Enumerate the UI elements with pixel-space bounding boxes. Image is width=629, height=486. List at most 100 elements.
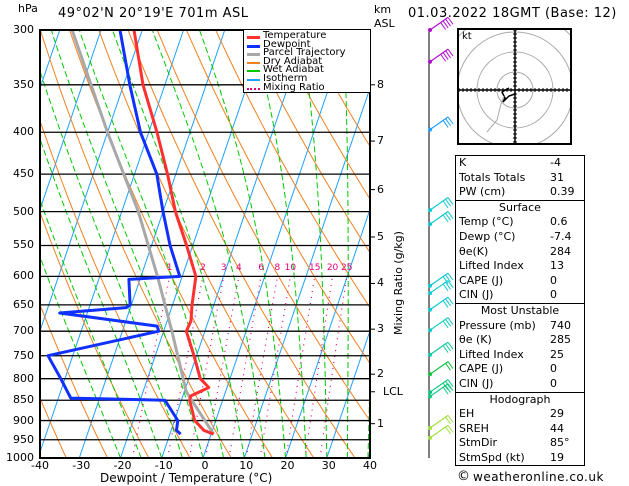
- index-value: 85°: [550, 436, 570, 450]
- y-tick-label: 400: [13, 125, 34, 139]
- mixing-ratio-line: [245, 276, 278, 458]
- mixing-ratio-label: 6: [258, 263, 264, 273]
- hodograph-trace: [501, 87, 516, 103]
- km-tick-label: 7: [377, 134, 384, 148]
- index-row: Dewp (°C) -7.4: [456, 230, 584, 245]
- isotherm-line: [40, 30, 184, 454]
- legend-swatch: [247, 53, 260, 57]
- wind-barb: [428, 116, 454, 132]
- wind-barb: [428, 361, 454, 377]
- section-title: Surface: [499, 200, 541, 214]
- parcel-trajectory-line: [70, 30, 215, 435]
- legend-item-dewpoint: Dewpoint: [244, 39, 368, 50]
- index-value: -4: [550, 156, 561, 169]
- wet-adiabat-line: [300, 30, 328, 458]
- mixing-ratio-label: 4: [236, 263, 242, 273]
- isotherm-line: [243, 86, 370, 458]
- isotherm-line: [326, 329, 370, 458]
- legend-swatch: [247, 70, 260, 73]
- mixing-ratio-axis-title: Mixing Ratio (g/kg): [392, 231, 405, 335]
- x-tick-label: 20: [280, 459, 295, 472]
- y-tick-label: 550: [13, 238, 34, 252]
- km-tick-label: 3: [377, 322, 384, 336]
- plot-frame: [39, 29, 371, 459]
- legend-label: Temperature: [263, 30, 327, 41]
- index-row: Temp (°C) 0.6: [456, 215, 584, 230]
- dewpoint-line: [46, 30, 182, 436]
- mixing-ratio-line: [319, 276, 348, 458]
- index-label: StmDir: [459, 436, 498, 450]
- legend-item-isotherm: Isotherm: [244, 74, 368, 84]
- wind-barb: [428, 272, 454, 288]
- legend: Temperature Dewpoint Parcel Trajectory Dry …: [243, 30, 370, 93]
- pressure-unit-label: hPa: [18, 2, 38, 15]
- index-value: 44: [550, 421, 564, 435]
- index-label: Temp (°C): [459, 215, 514, 229]
- index-value: -7.4: [550, 229, 572, 243]
- x-axis-title: Dewpoint / Temperature (°C): [100, 471, 273, 485]
- index-label: CIN (J): [459, 288, 494, 302]
- mixing-ratio-line: [259, 276, 291, 458]
- y-tick-label: 650: [13, 297, 34, 311]
- wind-barb: [428, 379, 454, 395]
- mixing-ratio-line: [304, 276, 334, 458]
- index-row: CIN (J) 0: [456, 377, 584, 392]
- temperature-line: [132, 30, 215, 436]
- y-tick-label: 800: [13, 371, 34, 385]
- legend-label: Dry Adiabat: [263, 55, 323, 67]
- location-title: 49°02'N 20°19'E 701m ASL: [58, 6, 249, 21]
- isotherm-line: [202, 30, 349, 458]
- index-row: K -4: [456, 156, 584, 171]
- index-row: Lifted Index 13: [456, 259, 584, 274]
- isotherm-line: [40, 30, 143, 333]
- mixing-ratio-line: [167, 276, 204, 458]
- index-row: Pressure (mb) 740: [456, 319, 584, 334]
- index-label: CIN (J): [459, 376, 494, 390]
- x-tick-label: -10: [154, 459, 173, 472]
- index-label: CAPE (J): [459, 362, 504, 376]
- index-label: Pressure (mb): [459, 318, 536, 332]
- wet-adiabat-line: [199, 30, 286, 458]
- legend-item-temperature: Temperature: [244, 30, 368, 41]
- legend-label: Mixing Ratio: [263, 81, 325, 93]
- dry-adiabat-line: [244, 30, 370, 254]
- asl-unit-label: ASL: [374, 17, 395, 30]
- index-row: θe (K) 285: [456, 333, 584, 348]
- y-tick-label: 350: [13, 77, 34, 91]
- wet-adiabat-line: [343, 30, 349, 458]
- index-row: CIN (J) 0: [456, 288, 584, 303]
- dry-adiabat-line: [215, 30, 370, 309]
- legend-item-dry-adiabat: Dry Adiabat: [244, 55, 368, 67]
- index-label: PW (cm): [459, 185, 506, 199]
- index-label: Lifted Index: [459, 259, 524, 273]
- isotherm-line: [285, 207, 370, 458]
- index-value: 284: [550, 244, 571, 258]
- wind-barb: [428, 48, 454, 64]
- wind-barb: [428, 414, 454, 430]
- most-unstable-indices: Most Unstable Pressure (mb) 740 θe (K) 285 Li…: [456, 304, 584, 393]
- hodograph: kt: [457, 28, 572, 145]
- mixing-ratio-label: 25: [340, 263, 353, 273]
- copyright-icon: ©: [457, 469, 470, 484]
- index-row: EH 29: [456, 407, 584, 422]
- index-value: 0: [550, 376, 557, 390]
- legend-item-wet-adiabat: Wet Adiabat: [244, 64, 368, 76]
- x-tick-label: -20: [113, 459, 132, 472]
- site-credit[interactable]: weatheronline.co.uk: [473, 470, 604, 484]
- y-tick-label: 500: [13, 204, 34, 218]
- isotherm-line: [78, 30, 226, 458]
- mixing-ratio-line: [188, 276, 225, 458]
- index-label: Dewp (°C): [459, 229, 516, 243]
- km-tick-label: 8: [377, 77, 384, 91]
- legend-label: Wet Adiabat: [263, 64, 324, 76]
- dry-adiabat-line: [273, 30, 370, 200]
- index-label: EH: [459, 407, 475, 421]
- x-tick-label: 30: [321, 459, 336, 472]
- hodograph-unit: kt: [462, 31, 472, 42]
- y-tick-label: 900: [13, 413, 34, 427]
- indices-table: K -4 Totals Totals 31 PW (cm) 0.39 Surface Tem…: [455, 155, 585, 467]
- legend-swatch: [247, 61, 260, 64]
- index-row: StmDir 85°: [456, 436, 584, 451]
- index-value: 0: [550, 273, 557, 287]
- x-tick-label: -30: [72, 459, 91, 472]
